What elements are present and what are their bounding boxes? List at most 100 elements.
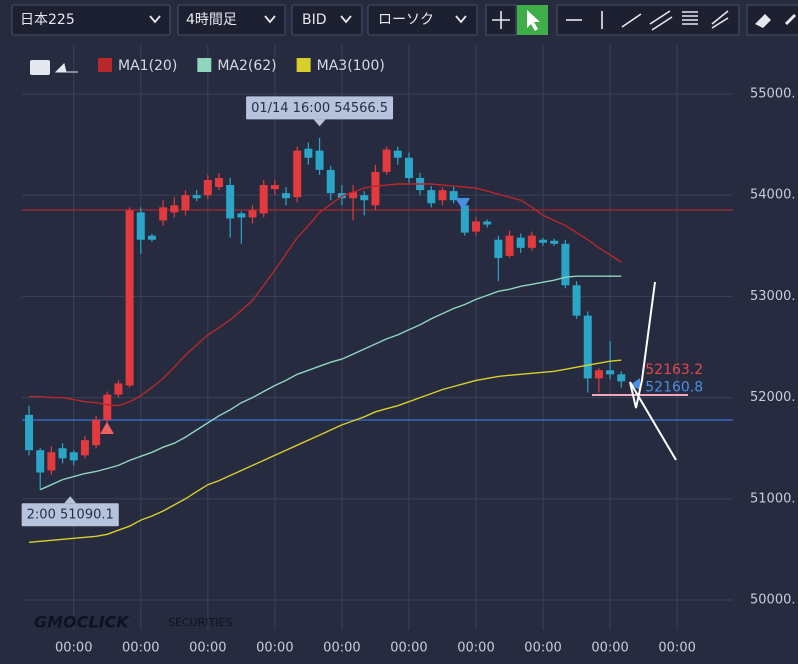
candle-body xyxy=(214,177,223,188)
candle-body xyxy=(315,150,324,170)
high-annotation-time: 01/14 16:00 xyxy=(251,100,330,115)
candle-body xyxy=(293,150,302,198)
bid-label: 52160.8 xyxy=(645,379,703,395)
x-tick-label: 00:00 xyxy=(457,641,494,656)
draw-icon[interactable] xyxy=(54,63,78,73)
candle-body xyxy=(494,239,503,258)
chevron xyxy=(149,15,161,24)
draw-tools[interactable] xyxy=(556,4,740,36)
fib-icon xyxy=(682,11,698,25)
candle-body xyxy=(606,370,615,375)
candle-body xyxy=(125,210,134,386)
buy-marker xyxy=(100,422,114,434)
candle-body xyxy=(47,452,56,471)
symbol-select[interactable] xyxy=(11,4,171,36)
timeframe-select[interactable] xyxy=(177,4,286,36)
comment-icon[interactable] xyxy=(30,60,50,75)
x-tick-label: 00:00 xyxy=(55,641,92,656)
plot: 01/14 16:00 54566.5 2:00 51090.1 52163.252… xyxy=(21,96,733,543)
candle-body xyxy=(259,185,268,214)
low-annotation-time: 2:00 xyxy=(27,507,56,522)
price-type-text: BID xyxy=(302,12,327,28)
freehand-drawing xyxy=(629,281,677,461)
candle-body xyxy=(270,185,279,190)
fan-icon xyxy=(711,10,729,29)
x-tick-label: 00:00 xyxy=(189,641,226,656)
x-tick-label: 00:00 xyxy=(390,641,427,656)
legend-swatch xyxy=(296,58,311,72)
low-annotation: 2:00 51090.1 xyxy=(21,496,119,527)
candle-body xyxy=(382,149,391,172)
candle-body xyxy=(460,205,469,233)
y-tick-label: 54000. xyxy=(750,188,796,203)
high-annotation-price: 54566.5 xyxy=(334,100,388,115)
ma-line xyxy=(39,275,622,491)
channel-icon xyxy=(649,10,673,31)
candle-body xyxy=(527,235,536,248)
candle-body xyxy=(326,169,335,194)
chevron xyxy=(340,15,352,24)
candle-body xyxy=(136,212,145,240)
x-tick-label: 00:00 xyxy=(658,641,695,656)
y-tick-label: 52000. xyxy=(750,390,796,405)
ma-line xyxy=(29,183,622,407)
candle-body xyxy=(192,195,201,199)
low-annotation-price: 51090.1 xyxy=(60,507,114,522)
candle-body xyxy=(617,374,626,382)
legend-swatch xyxy=(197,58,212,72)
candle-body xyxy=(360,195,369,201)
timeframe-text: 4時間足 xyxy=(186,12,237,28)
order-marker xyxy=(630,378,640,390)
candle-body xyxy=(92,419,101,446)
price-type-select[interactable] xyxy=(291,4,363,36)
legend: MA1(20) MA2(62) MA3(100) xyxy=(98,58,385,74)
legend-label: MA3(100) xyxy=(317,58,385,74)
x-tick-label: 00:00 xyxy=(524,641,561,656)
candle-body xyxy=(103,394,112,420)
legend-label: MA1(20) xyxy=(118,58,177,74)
x-tick-label: 00:00 xyxy=(591,641,628,656)
legend-label: MA2(62) xyxy=(217,58,276,74)
x-tick-label: 00:00 xyxy=(323,641,360,656)
crosshair-icon xyxy=(492,11,510,29)
candle-body xyxy=(36,450,45,473)
style-select[interactable] xyxy=(367,4,478,36)
watermark-brand: GMOCLICK xyxy=(34,613,130,632)
high-annotation-text: 01/14 16:00 54566.5 xyxy=(251,100,388,115)
candle-body xyxy=(483,221,492,225)
high-annotation: 01/14 16:00 54566.5 xyxy=(246,96,394,127)
low-annotation-text: 2:00 51090.1 xyxy=(27,507,114,522)
y-tick-label: 51000. xyxy=(750,491,796,506)
candle-body xyxy=(516,237,525,248)
candle-body xyxy=(349,192,358,199)
x-tick-label: 00:00 xyxy=(122,641,159,656)
candle-body xyxy=(505,235,514,256)
y-tick-label: 50000. xyxy=(750,593,796,608)
candle-body xyxy=(371,171,380,206)
candle-body xyxy=(561,243,570,286)
candle-body xyxy=(159,207,168,221)
eraser2-icon xyxy=(784,13,797,26)
ask-label: 52163.2 xyxy=(645,362,703,378)
candle-body xyxy=(226,185,235,219)
sell-marker xyxy=(455,198,470,210)
candle-body xyxy=(80,440,89,456)
low-annotation-pointer xyxy=(64,496,77,504)
candle-body xyxy=(438,190,447,201)
candle-body xyxy=(393,150,402,158)
candle-body xyxy=(550,240,559,244)
low-annotation-box xyxy=(21,503,119,527)
candle-body xyxy=(237,213,246,218)
eraser-icon xyxy=(755,14,771,28)
candle-body xyxy=(282,193,291,199)
high-annotation-box xyxy=(246,96,394,120)
style-text: ローソク xyxy=(378,12,434,28)
candle-body xyxy=(25,414,34,451)
y-tick-label: 55000. xyxy=(750,86,796,101)
candle-body xyxy=(449,191,458,201)
candle-body xyxy=(572,285,581,316)
candle-body xyxy=(248,210,257,218)
pointer-icon xyxy=(527,10,540,31)
